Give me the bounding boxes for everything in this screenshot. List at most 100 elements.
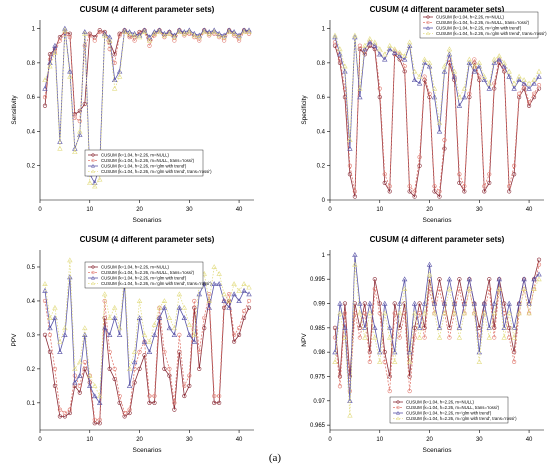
series-3 <box>332 252 542 403</box>
data-point <box>466 56 473 62</box>
data-point <box>226 298 232 304</box>
legend-marker <box>91 265 95 269</box>
data-point <box>492 81 497 86</box>
data-point <box>437 277 442 282</box>
data-point <box>136 34 143 40</box>
data-point <box>487 172 492 177</box>
data-point <box>526 80 532 86</box>
data-point <box>437 194 442 199</box>
data-point <box>496 53 502 59</box>
data-point <box>177 332 182 338</box>
data-point <box>117 393 122 399</box>
data-point <box>426 271 433 277</box>
data-point <box>372 42 378 48</box>
data-point <box>246 291 252 297</box>
data-point <box>446 51 453 57</box>
data-point <box>417 163 422 168</box>
data-point <box>451 73 458 79</box>
x-tick-label: 20 <box>426 437 433 443</box>
data-point <box>446 286 453 291</box>
data-point <box>227 292 232 297</box>
data-point <box>146 349 153 354</box>
data-point <box>436 120 443 125</box>
x-tick-label: 0 <box>328 207 332 213</box>
data-point <box>456 94 463 100</box>
data-point <box>82 359 87 365</box>
data-point <box>506 68 512 74</box>
data-point <box>407 388 412 394</box>
data-point <box>92 183 98 189</box>
data-point <box>517 91 522 96</box>
data-point <box>161 30 168 36</box>
chart-title: CUSUM (4 different parameter sets) <box>80 5 215 14</box>
data-point <box>436 334 443 340</box>
data-point <box>516 73 522 79</box>
y-tick-label: 0.2 <box>27 164 36 170</box>
data-point <box>426 63 433 69</box>
chart-panel-4: CUSUM (4 different parameter sets) 0 10 20 3… <box>301 235 544 454</box>
data-point <box>526 100 532 105</box>
data-point <box>57 414 63 419</box>
data-point <box>482 189 487 194</box>
legend-label: CUSUM (k=1.04, h=2.26, m='glm with trend… <box>406 416 517 421</box>
data-point <box>391 49 398 55</box>
series-line <box>44 31 250 122</box>
data-point <box>372 39 378 45</box>
chart-title: CUSUM (4 different parameter sets) <box>370 5 505 14</box>
data-point <box>116 332 123 337</box>
data-point <box>221 298 227 304</box>
legend-marker <box>395 416 401 421</box>
data-point <box>216 32 222 38</box>
data-point <box>426 60 433 65</box>
data-point <box>337 46 343 52</box>
data-point <box>441 310 448 316</box>
data-point <box>156 304 163 310</box>
data-point <box>417 311 422 316</box>
data-point <box>387 388 392 394</box>
legend: CUSUM (k=1.04, h=2.26, m=NULL)CUSUM (k=1… <box>419 11 547 39</box>
series-line <box>334 254 540 401</box>
x-tick-label: 30 <box>476 437 483 443</box>
data-point <box>67 68 73 74</box>
x-tick-label: 30 <box>186 207 193 213</box>
data-point <box>516 300 522 306</box>
data-point <box>67 257 73 263</box>
data-point <box>442 146 447 151</box>
data-point <box>47 325 53 331</box>
data-point <box>471 300 478 306</box>
data-point <box>412 335 417 340</box>
data-point <box>536 276 542 282</box>
x-tick-label: 10 <box>86 207 93 213</box>
chart-panel-3: CUSUM (4 different parameter sets) 0 10 20 3… <box>11 235 254 454</box>
data-point <box>422 74 427 79</box>
data-point <box>97 417 102 422</box>
data-point <box>337 51 343 57</box>
data-point <box>77 132 83 137</box>
data-point <box>246 284 252 290</box>
data-point <box>151 29 158 35</box>
data-point <box>62 27 68 33</box>
data-point <box>42 332 48 338</box>
data-point <box>411 300 418 306</box>
data-point <box>367 300 373 306</box>
data-point <box>417 155 422 160</box>
data-point <box>382 359 387 364</box>
data-point <box>236 34 242 40</box>
data-point <box>211 281 217 287</box>
data-point <box>156 29 163 35</box>
series-3 <box>332 34 542 151</box>
data-point <box>382 350 387 355</box>
legend-marker <box>90 275 96 280</box>
data-point <box>342 311 348 316</box>
data-point <box>221 291 227 297</box>
data-point <box>536 271 542 277</box>
data-point <box>357 300 363 306</box>
y-axis-label: Sensitivity <box>11 95 18 125</box>
data-point <box>357 85 363 91</box>
data-point <box>57 349 63 354</box>
legend-box <box>84 149 204 177</box>
x-tick-label: 40 <box>526 437 533 443</box>
data-point <box>397 335 402 340</box>
data-point <box>471 63 478 69</box>
